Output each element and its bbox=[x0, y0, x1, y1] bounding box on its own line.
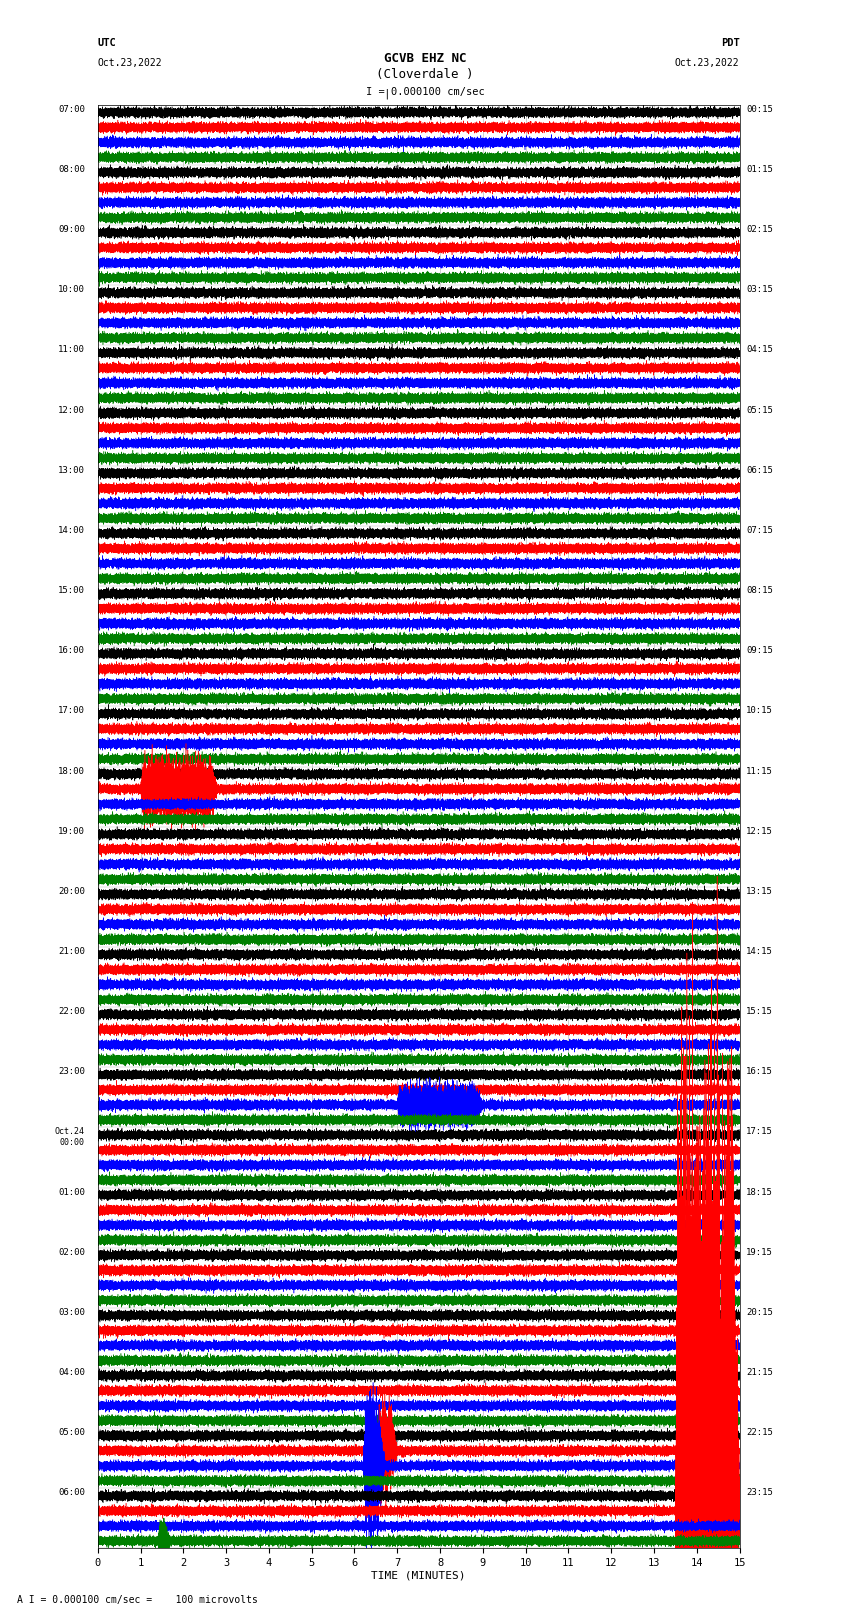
Text: 06:15: 06:15 bbox=[746, 466, 773, 474]
Text: 21:00: 21:00 bbox=[58, 947, 85, 957]
Text: 06:00: 06:00 bbox=[58, 1489, 85, 1497]
Text: 04:15: 04:15 bbox=[746, 345, 773, 355]
Text: 07:00: 07:00 bbox=[58, 105, 85, 115]
Text: 00:15: 00:15 bbox=[746, 105, 773, 115]
Text: 09:15: 09:15 bbox=[746, 647, 773, 655]
Text: 14:15: 14:15 bbox=[746, 947, 773, 957]
Text: 13:15: 13:15 bbox=[746, 887, 773, 895]
Text: 22:15: 22:15 bbox=[746, 1428, 773, 1437]
Text: 16:00: 16:00 bbox=[58, 647, 85, 655]
Text: I = 0.000100 cm/sec: I = 0.000100 cm/sec bbox=[366, 87, 484, 97]
Text: 22:00: 22:00 bbox=[58, 1007, 85, 1016]
Text: 02:15: 02:15 bbox=[746, 226, 773, 234]
Text: 12:00: 12:00 bbox=[58, 405, 85, 415]
Text: UTC: UTC bbox=[98, 39, 116, 48]
Text: 05:00: 05:00 bbox=[58, 1428, 85, 1437]
Text: 23:00: 23:00 bbox=[58, 1068, 85, 1076]
Text: 11:00: 11:00 bbox=[58, 345, 85, 355]
Text: 12:15: 12:15 bbox=[746, 826, 773, 836]
Text: 07:15: 07:15 bbox=[746, 526, 773, 536]
Text: 20:15: 20:15 bbox=[746, 1308, 773, 1316]
Text: 05:15: 05:15 bbox=[746, 405, 773, 415]
Text: Oct.23,2022: Oct.23,2022 bbox=[675, 58, 740, 68]
Text: 02:00: 02:00 bbox=[58, 1248, 85, 1257]
Text: 11:15: 11:15 bbox=[746, 766, 773, 776]
Text: 19:15: 19:15 bbox=[746, 1248, 773, 1257]
Text: 21:15: 21:15 bbox=[746, 1368, 773, 1378]
Text: 23:15: 23:15 bbox=[746, 1489, 773, 1497]
Text: 14:00: 14:00 bbox=[58, 526, 85, 536]
Text: 10:00: 10:00 bbox=[58, 286, 85, 294]
Text: 13:00: 13:00 bbox=[58, 466, 85, 474]
Text: 15:00: 15:00 bbox=[58, 586, 85, 595]
Text: 16:15: 16:15 bbox=[746, 1068, 773, 1076]
Text: 18:15: 18:15 bbox=[746, 1187, 773, 1197]
Text: 10:15: 10:15 bbox=[746, 706, 773, 715]
Text: 03:15: 03:15 bbox=[746, 286, 773, 294]
Text: |: | bbox=[383, 89, 390, 100]
Text: 04:00: 04:00 bbox=[58, 1368, 85, 1378]
Text: 17:15: 17:15 bbox=[746, 1127, 773, 1137]
Text: (Cloverdale ): (Cloverdale ) bbox=[377, 68, 473, 81]
Text: GCVB EHZ NC: GCVB EHZ NC bbox=[383, 52, 467, 65]
Text: PDT: PDT bbox=[721, 39, 740, 48]
Text: 19:00: 19:00 bbox=[58, 826, 85, 836]
Text: 18:00: 18:00 bbox=[58, 766, 85, 776]
Text: Oct.23,2022: Oct.23,2022 bbox=[98, 58, 162, 68]
Text: Oct.24
00:00: Oct.24 00:00 bbox=[55, 1127, 85, 1147]
Text: 08:15: 08:15 bbox=[746, 586, 773, 595]
Text: 01:15: 01:15 bbox=[746, 165, 773, 174]
Text: 15:15: 15:15 bbox=[746, 1007, 773, 1016]
X-axis label: TIME (MINUTES): TIME (MINUTES) bbox=[371, 1571, 466, 1581]
Text: 17:00: 17:00 bbox=[58, 706, 85, 715]
Text: 03:00: 03:00 bbox=[58, 1308, 85, 1316]
Text: 01:00: 01:00 bbox=[58, 1187, 85, 1197]
Text: 08:00: 08:00 bbox=[58, 165, 85, 174]
Text: 20:00: 20:00 bbox=[58, 887, 85, 895]
Text: A I = 0.000100 cm/sec =    100 microvolts: A I = 0.000100 cm/sec = 100 microvolts bbox=[17, 1595, 258, 1605]
Text: 09:00: 09:00 bbox=[58, 226, 85, 234]
